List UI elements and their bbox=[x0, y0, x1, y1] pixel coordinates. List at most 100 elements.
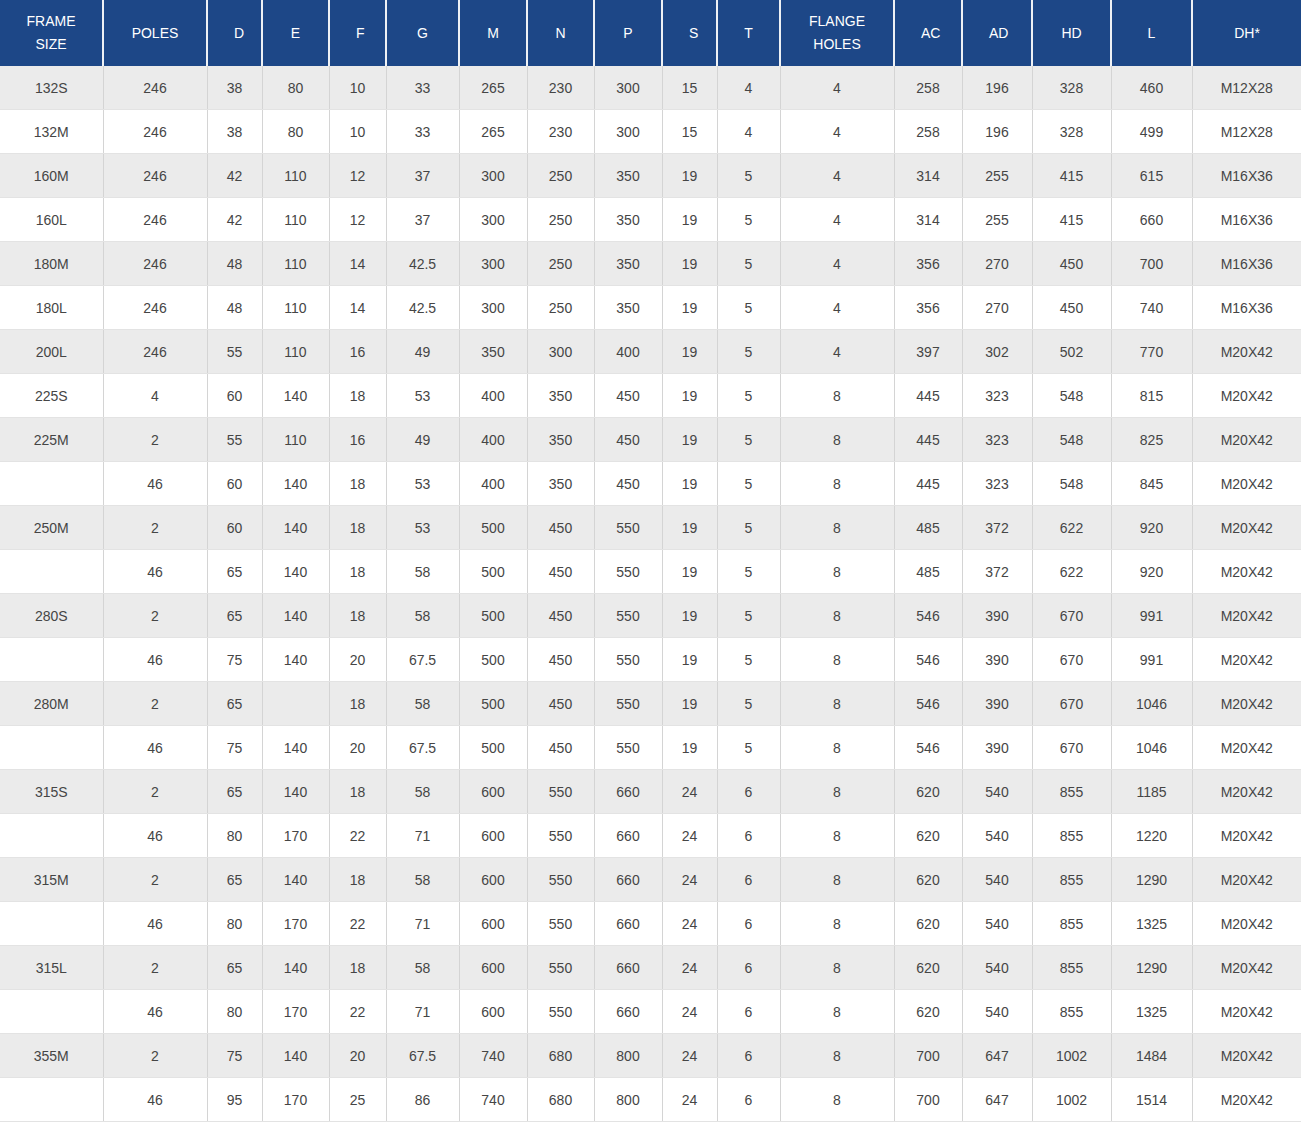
table-cell: 450 bbox=[527, 506, 594, 550]
table-cell: 620 bbox=[894, 990, 962, 1034]
table-cell: 196 bbox=[962, 110, 1032, 154]
table-cell: 65 bbox=[207, 550, 262, 594]
table-cell: 110 bbox=[262, 330, 329, 374]
table-cell: 19 bbox=[662, 374, 717, 418]
table-cell: 170 bbox=[262, 1078, 329, 1122]
table-cell: 670 bbox=[1032, 594, 1111, 638]
table-cell: 46 bbox=[103, 550, 207, 594]
table-cell: 855 bbox=[1032, 814, 1111, 858]
table-cell: 991 bbox=[1111, 594, 1192, 638]
table-cell: 24 bbox=[662, 946, 717, 990]
table-cell: 1046 bbox=[1111, 682, 1192, 726]
table-row: 315L265140185860055066024686205408551290… bbox=[0, 946, 1301, 990]
table-cell: 170 bbox=[262, 902, 329, 946]
table-cell: 65 bbox=[207, 682, 262, 726]
table-cell: 855 bbox=[1032, 770, 1111, 814]
table-cell: 80 bbox=[262, 110, 329, 154]
table-row: 4680170227160055066024686205408551220M20… bbox=[0, 814, 1301, 858]
table-cell: 991 bbox=[1111, 638, 1192, 682]
table-cell: 6 bbox=[717, 902, 780, 946]
table-cell: 270 bbox=[962, 242, 1032, 286]
table-cell: 24 bbox=[662, 814, 717, 858]
table-row: 315M265140185860055066024686205408551290… bbox=[0, 858, 1301, 902]
table-cell: 6 bbox=[717, 1078, 780, 1122]
table-cell: 55 bbox=[207, 418, 262, 462]
table-cell: 620 bbox=[894, 858, 962, 902]
table-body: 132S246388010332652303001544258196328460… bbox=[0, 66, 1301, 1122]
table-cell: 620 bbox=[894, 946, 962, 990]
table-cell: 800 bbox=[594, 1078, 662, 1122]
table-cell: 400 bbox=[459, 374, 527, 418]
table-cell: 350 bbox=[594, 286, 662, 330]
frame-size-cell bbox=[0, 814, 103, 858]
table-cell: M12X28 bbox=[1192, 66, 1301, 110]
table-cell: 67.5 bbox=[386, 638, 459, 682]
header-cell-f: F bbox=[329, 0, 386, 66]
table-cell: 258 bbox=[894, 66, 962, 110]
table-cell: 265 bbox=[459, 110, 527, 154]
table-cell: 600 bbox=[459, 770, 527, 814]
table-cell: 58 bbox=[386, 682, 459, 726]
frame-size-cell: 200L bbox=[0, 330, 103, 374]
frame-size-cell: 160L bbox=[0, 198, 103, 242]
table-cell: 46 bbox=[103, 902, 207, 946]
table-cell: 450 bbox=[527, 638, 594, 682]
table-row: 225S46014018534003504501958445323548815M… bbox=[0, 374, 1301, 418]
table-row: 4680170227160055066024686205408551325M20… bbox=[0, 902, 1301, 946]
table-cell: M20X42 bbox=[1192, 990, 1301, 1034]
table-cell: 8 bbox=[780, 814, 894, 858]
table-cell: 2 bbox=[103, 418, 207, 462]
table-cell: 38 bbox=[207, 110, 262, 154]
table-cell: 15 bbox=[662, 66, 717, 110]
table-cell: 390 bbox=[962, 638, 1032, 682]
table-row: 180M246481101442.53002503501954356270450… bbox=[0, 242, 1301, 286]
table-cell: 660 bbox=[1111, 198, 1192, 242]
table-cell: 1325 bbox=[1111, 902, 1192, 946]
table-cell: 8 bbox=[780, 594, 894, 638]
table-cell: 8 bbox=[780, 418, 894, 462]
table-cell: 4 bbox=[780, 154, 894, 198]
table-cell: 140 bbox=[262, 946, 329, 990]
table-cell: 390 bbox=[962, 594, 1032, 638]
table-cell: 19 bbox=[662, 242, 717, 286]
table-cell: 55 bbox=[207, 330, 262, 374]
table-cell: 80 bbox=[207, 814, 262, 858]
table-cell: 230 bbox=[527, 66, 594, 110]
table-cell: 19 bbox=[662, 330, 717, 374]
header-row: FRAME SIZEPOLESDEFGMNPSTFLANGE HOLESACAD… bbox=[0, 0, 1301, 66]
table-cell: 1002 bbox=[1032, 1034, 1111, 1078]
table-cell: 5 bbox=[717, 506, 780, 550]
table-cell: 920 bbox=[1111, 550, 1192, 594]
table-cell: 740 bbox=[459, 1078, 527, 1122]
frame-size-cell: 132M bbox=[0, 110, 103, 154]
table-cell: 622 bbox=[1032, 506, 1111, 550]
table-cell: 255 bbox=[962, 154, 1032, 198]
table-cell: 49 bbox=[386, 330, 459, 374]
table-cell: 550 bbox=[527, 814, 594, 858]
table-cell: 42.5 bbox=[386, 286, 459, 330]
table-cell: 5 bbox=[717, 286, 780, 330]
table-cell: 12 bbox=[329, 154, 386, 198]
table-cell: 350 bbox=[594, 154, 662, 198]
table-cell: 540 bbox=[962, 814, 1032, 858]
table-cell: 8 bbox=[780, 902, 894, 946]
table-cell: 6 bbox=[717, 1034, 780, 1078]
table-cell: 356 bbox=[894, 286, 962, 330]
table-row: 46751402067.550045055019585463906701046M… bbox=[0, 726, 1301, 770]
table-cell: 16 bbox=[329, 418, 386, 462]
table-cell: 548 bbox=[1032, 418, 1111, 462]
table-row: 160L246421101237300250350195431425541566… bbox=[0, 198, 1301, 242]
table-cell: M20X42 bbox=[1192, 770, 1301, 814]
table-cell: 19 bbox=[662, 462, 717, 506]
table-cell: 550 bbox=[527, 946, 594, 990]
table-cell: 500 bbox=[459, 638, 527, 682]
table-cell: 350 bbox=[594, 198, 662, 242]
table-cell: 300 bbox=[459, 154, 527, 198]
table-cell: 258 bbox=[894, 110, 962, 154]
table-cell: 140 bbox=[262, 726, 329, 770]
table-cell: 75 bbox=[207, 638, 262, 682]
table-cell: 550 bbox=[527, 990, 594, 1034]
table-cell: 19 bbox=[662, 638, 717, 682]
table-cell: 110 bbox=[262, 198, 329, 242]
table-cell: 19 bbox=[662, 198, 717, 242]
